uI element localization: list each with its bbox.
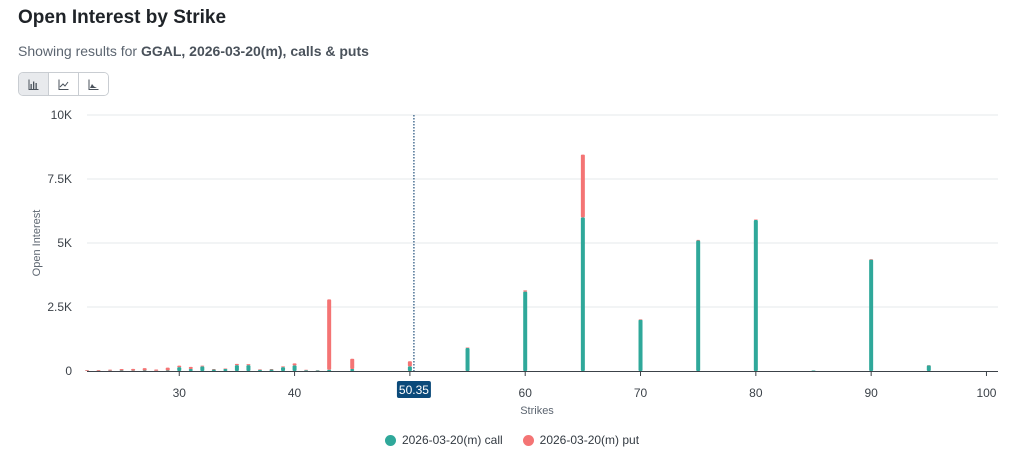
call-bar [407, 366, 412, 371]
put-bar [142, 368, 147, 371]
chart-grid [87, 114, 998, 308]
put-bar [85, 369, 89, 371]
put-bar [165, 367, 170, 371]
call-bar [234, 365, 239, 371]
put-bar [753, 219, 758, 220]
area-chart-button[interactable] [79, 73, 108, 95]
x-tick-label: 100 [976, 386, 996, 400]
x-tick-label: 90 [864, 386, 878, 400]
chart-legend: 2026-03-20(m) call 2026-03-20(m) put [0, 433, 1024, 447]
y-tick-label: 2.5K [47, 300, 72, 314]
put-bar [407, 361, 412, 367]
put-bar [257, 369, 262, 370]
x-tick-label: 70 [634, 386, 648, 400]
call-bar [465, 347, 470, 371]
line-chart-icon [58, 79, 69, 90]
put-bar [234, 363, 239, 366]
area-chart-icon [88, 79, 99, 90]
legend-swatch-call [384, 434, 396, 446]
put-bar [269, 368, 274, 370]
x-tick-label: 30 [173, 386, 187, 400]
subtitle-prefix: Showing results for [18, 43, 141, 59]
put-bar [638, 319, 643, 320]
call-bar [257, 369, 262, 371]
put-bar [696, 239, 701, 241]
y-tick-label: 10K [51, 108, 72, 122]
call-bar [869, 259, 874, 371]
bar-chart-button[interactable] [19, 73, 49, 95]
put-bar [246, 364, 251, 366]
call-bar [304, 370, 309, 371]
call-bar [292, 365, 297, 371]
call-bar [142, 370, 147, 371]
current-price-marker: 50.35 [396, 115, 431, 398]
call-bar [523, 291, 528, 371]
subtitle-query: GGAL, 2026-03-20(m), calls & puts [140, 43, 369, 59]
legend-item-put[interactable]: 2026-03-20(m) put [522, 433, 640, 447]
put-series [85, 154, 931, 371]
call-bar [177, 367, 182, 371]
put-bar [327, 299, 332, 370]
call-bar [119, 370, 124, 371]
y-tick-label: 5K [57, 236, 72, 250]
legend-label-call: 2026-03-20(m) call [401, 433, 503, 447]
call-bar [327, 369, 332, 371]
x-tick-label: 40 [288, 386, 302, 400]
put-bar [523, 290, 528, 292]
y-axis-title: Open Interest [31, 210, 43, 277]
chart-subtitle: Showing results for GGAL, 2026-03-20(m),… [18, 43, 369, 59]
y-tick-label: 7.5K [47, 172, 72, 186]
put-bar [580, 154, 585, 218]
put-bar [188, 366, 193, 369]
x-tick-label: 80 [749, 386, 763, 400]
legend-label-put: 2026-03-20(m) put [539, 433, 640, 447]
put-bar [211, 368, 216, 370]
bar-chart-icon [28, 79, 39, 90]
put-bar [154, 369, 159, 371]
call-bar [223, 368, 228, 371]
call-bar [269, 369, 274, 371]
call-series [85, 217, 931, 371]
call-bar [200, 366, 205, 371]
put-bar [465, 347, 470, 348]
y-tick-label: 0 [65, 364, 72, 378]
put-bar [281, 366, 286, 368]
put-bar [96, 369, 101, 371]
put-bar [119, 368, 124, 371]
call-bar [638, 319, 643, 371]
call-bar [580, 217, 585, 371]
put-bar [108, 369, 113, 371]
call-bar [188, 368, 193, 371]
legend-item-call[interactable]: 2026-03-20(m) call [384, 433, 503, 447]
x-axis-title: Strikes [520, 405, 554, 417]
put-bar [304, 369, 309, 371]
x-tick-label: 60 [519, 386, 533, 400]
put-bar [350, 358, 355, 369]
put-bar [177, 365, 182, 368]
call-bar [696, 240, 701, 371]
put-bar [292, 363, 297, 366]
call-bar [246, 365, 251, 371]
put-bar [223, 368, 228, 369]
current-price-label: 50.35 [399, 383, 429, 397]
line-chart-button[interactable] [49, 73, 79, 95]
call-bar [315, 370, 320, 371]
page-title: Open Interest by Strike [18, 7, 227, 28]
call-bar [281, 367, 286, 371]
call-bar [211, 369, 216, 371]
call-bar [926, 365, 931, 371]
call-bar [811, 370, 816, 371]
call-bar [350, 368, 355, 371]
legend-swatch-put [522, 434, 534, 446]
call-bar [165, 370, 170, 371]
current-price-badge [396, 381, 431, 398]
chart-type-toolbar [18, 72, 109, 96]
call-bar [753, 219, 758, 371]
put-bar [131, 368, 136, 371]
put-bar [869, 259, 874, 260]
put-bar [200, 365, 205, 367]
